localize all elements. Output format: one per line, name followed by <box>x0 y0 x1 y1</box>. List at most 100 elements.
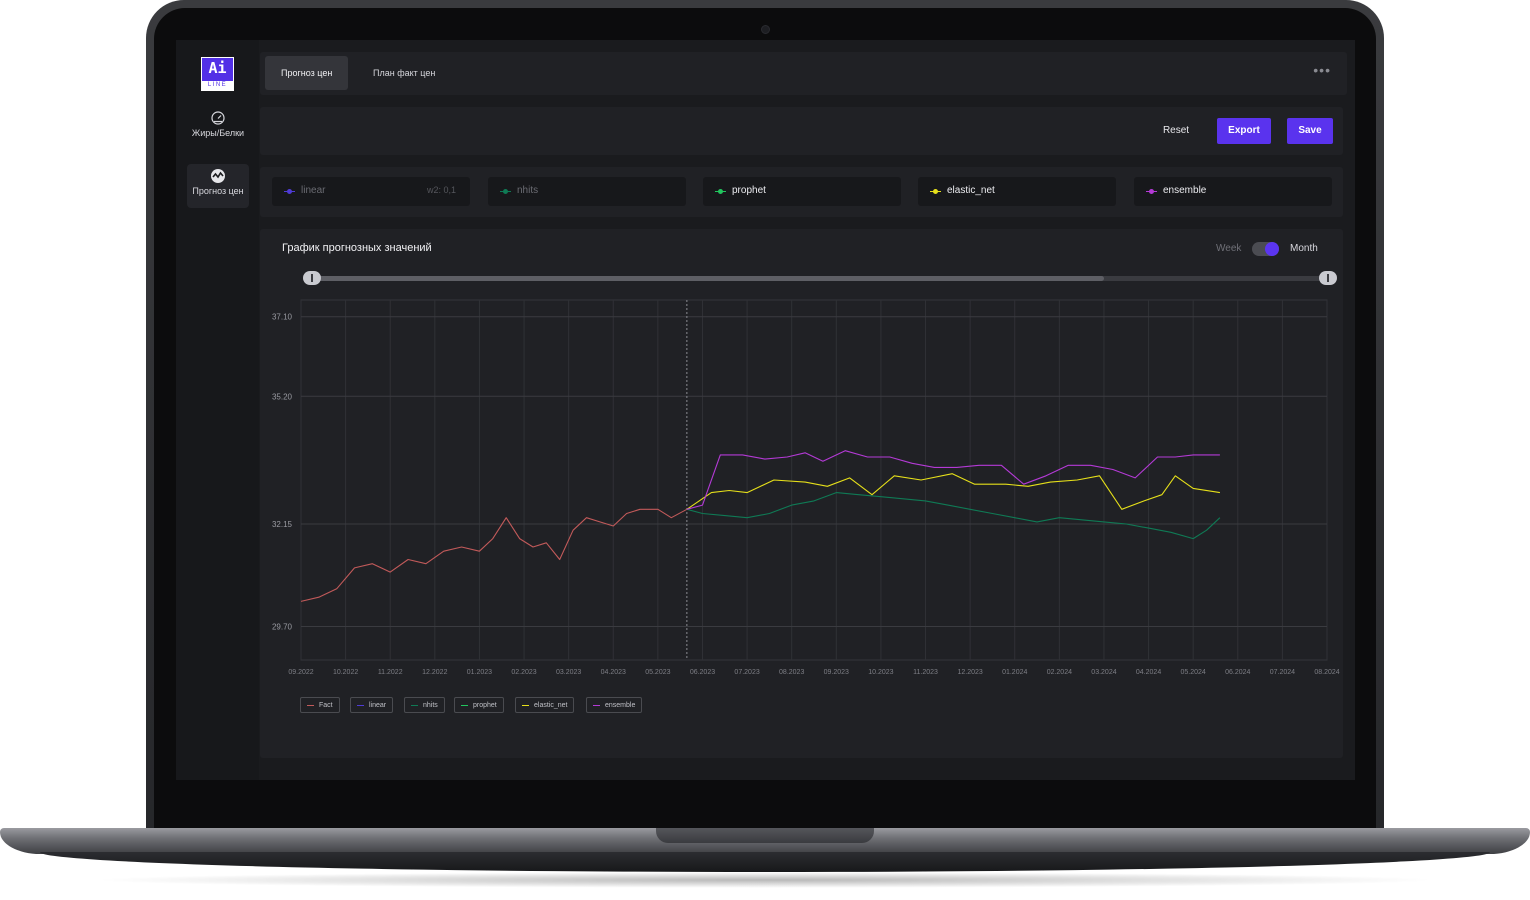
forecast-chart-panel: График прогнозных значений Week Month 37… <box>260 229 1343 758</box>
save-button[interactable]: Save <box>1287 118 1333 144</box>
series-line-fact <box>300 508 688 602</box>
y-tick-label: 35.20 <box>272 392 293 401</box>
model-chip-linear[interactable]: linear w2: 0,1 <box>272 177 470 206</box>
x-tick-label: 09.2023 <box>824 669 849 676</box>
legend-swatch-icon <box>522 705 529 706</box>
legend-item-ensemble[interactable]: ensemble <box>586 697 643 713</box>
range-end-handle[interactable] <box>1319 271 1337 285</box>
x-tick-label: 09.2022 <box>288 669 313 676</box>
legend-swatch-icon <box>357 705 364 706</box>
sidebar-item-label: Жиры/Белки <box>191 128 245 138</box>
top-tabbar: Прогноз цен План факт цен ••• <box>260 52 1347 95</box>
forecast-line-chart: 37.10 35.20 32.15 29.70 09.2022 10.2022 11.202… <box>272 299 1340 676</box>
x-tick-label: 06.2024 <box>1225 669 1250 676</box>
x-tick-label: 12.2023 <box>957 669 982 676</box>
x-tick-label: 05.2024 <box>1181 669 1206 676</box>
model-label: elastic_net <box>947 185 995 196</box>
model-weight: w2: 0,1 <box>426 185 456 195</box>
y-tick-label: 32.15 <box>272 520 293 529</box>
x-tick-label: 12.2022 <box>422 669 447 676</box>
x-tick-label: 10.2022 <box>333 669 358 676</box>
chart-title: График прогнозных значений <box>282 242 432 254</box>
tab-plan-fact[interactable]: План факт цен <box>373 68 436 78</box>
model-chip-nhits[interactable]: nhits <box>488 177 686 206</box>
model-label: ensemble <box>1163 185 1207 196</box>
more-options-icon[interactable]: ••• <box>1313 62 1331 78</box>
laptop-notch <box>656 828 874 843</box>
x-tick-label: 02.2023 <box>511 669 536 676</box>
plot-frame <box>300 299 1328 661</box>
series-line-elastic-net <box>686 473 1220 510</box>
x-tick-label: 07.2023 <box>734 669 759 676</box>
date-range-slider[interactable] <box>303 271 1337 285</box>
model-chip-ensemble[interactable]: ensemble <box>1134 177 1332 206</box>
legend-item-linear[interactable]: linear <box>350 697 394 713</box>
x-tick-label: 10.2023 <box>868 669 893 676</box>
logo-main-text: Ai <box>208 59 227 77</box>
x-tick-label: 04.2023 <box>601 669 626 676</box>
legend-label: nhits <box>423 702 438 709</box>
legend-swatch-icon <box>411 705 418 706</box>
app-screen: Ai LINE Жиры/Белки Прогноз цен Прогноз ц… <box>176 40 1355 780</box>
model-chip-prophet[interactable]: prophet <box>703 177 901 206</box>
sidebar-item-fats-proteins[interactable]: Жиры/Белки <box>187 106 249 150</box>
legend-label: ensemble <box>605 702 636 709</box>
x-tick-label: 04.2024 <box>1136 669 1161 676</box>
toggle-knob[interactable] <box>1265 242 1279 256</box>
logo-sub-text: LINE <box>202 81 233 90</box>
legend-item-elastic-net[interactable]: elastic_net <box>515 697 575 713</box>
laptop-chin <box>154 780 1376 804</box>
toggle-label-month[interactable]: Month <box>1290 243 1318 254</box>
legend-item-fact[interactable]: Fact <box>300 697 340 713</box>
x-tick-label: 05.2023 <box>645 669 670 676</box>
y-tick-label: 37.10 <box>272 313 293 322</box>
gauge-icon <box>211 111 225 125</box>
nhits-color-dot-icon <box>500 189 511 194</box>
elastic-net-color-dot-icon <box>930 189 941 194</box>
legend-label: prophet <box>473 702 497 709</box>
legend-swatch-icon <box>593 705 600 706</box>
toggle-label-week[interactable]: Week <box>1216 243 1242 254</box>
x-tick-label: 08.2023 <box>779 669 804 676</box>
x-tick-label: 01.2023 <box>467 669 492 676</box>
ensemble-color-dot-icon <box>1146 189 1157 194</box>
x-tick-label: 07.2024 <box>1270 669 1295 676</box>
y-tick-label: 29.70 <box>272 623 293 632</box>
export-button[interactable]: Export <box>1217 118 1271 144</box>
legend-item-nhits[interactable]: nhits <box>404 697 445 713</box>
x-tick-label: 11.2022 <box>378 669 403 676</box>
range-slider-fill <box>312 276 1105 281</box>
model-label: linear <box>301 185 326 196</box>
x-tick-label: 06.2023 <box>690 669 715 676</box>
reset-button[interactable]: Reset <box>1162 125 1190 136</box>
x-tick-label: 03.2024 <box>1091 669 1116 676</box>
x-tick-label: 02.2024 <box>1047 669 1072 676</box>
tab-price-forecast[interactable]: Прогноз цен <box>265 56 349 90</box>
week-month-toggle[interactable] <box>1252 242 1279 256</box>
laptop-base-underside <box>40 852 1490 872</box>
x-tick-label: 01.2024 <box>1002 669 1027 676</box>
series-line-ensemble <box>686 450 1220 510</box>
logo[interactable]: Ai LINE <box>201 57 234 91</box>
model-label: prophet <box>732 185 766 196</box>
legend-swatch-icon <box>461 705 468 706</box>
laptop-shadow <box>90 872 1440 888</box>
legend-label: elastic_net <box>534 702 568 709</box>
camera-icon <box>761 25 770 34</box>
sidebar: Ai LINE Жиры/Белки Прогноз цен <box>176 40 259 780</box>
forecast-icon <box>211 169 225 183</box>
range-start-handle[interactable] <box>303 271 321 285</box>
x-tick-label: 11.2023 <box>913 669 938 676</box>
prophet-color-dot-icon <box>715 189 726 194</box>
legend-label: Fact <box>319 702 333 709</box>
model-chip-elastic-net[interactable]: elastic_net <box>918 177 1116 206</box>
legend-item-prophet[interactable]: prophet <box>454 697 504 713</box>
model-selector-bar: linear w2: 0,1 nhits prophet elastic_net… <box>260 167 1343 217</box>
sidebar-item-label: Прогноз цен <box>192 186 244 196</box>
legend-swatch-icon <box>307 705 314 706</box>
model-label: nhits <box>517 185 539 196</box>
legend-label: linear <box>369 702 387 709</box>
linear-color-dot-icon <box>284 189 295 194</box>
sidebar-item-price-forecast[interactable]: Прогноз цен <box>187 164 249 208</box>
x-tick-label: 03.2023 <box>556 669 581 676</box>
